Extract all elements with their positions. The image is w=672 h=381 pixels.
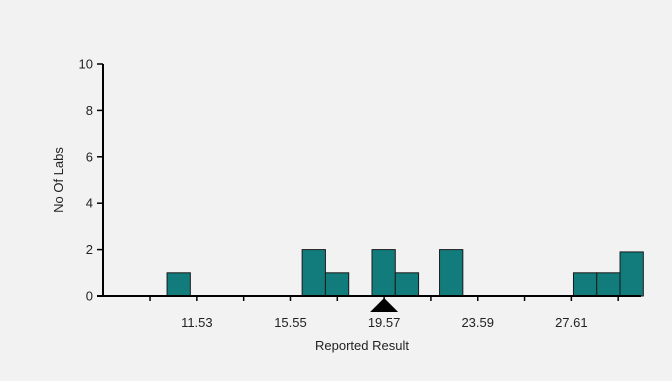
x-axis-label: Reported Result <box>315 338 409 353</box>
y-tick-label: 8 <box>86 103 93 118</box>
histogram-bar <box>324 272 350 297</box>
y-tick-label: 2 <box>86 242 93 257</box>
bars-layer <box>166 249 644 297</box>
histogram-bar <box>439 249 464 297</box>
y-tick-label: 4 <box>86 196 93 211</box>
histogram-bar <box>394 272 420 297</box>
x-tick-label: 11.53 <box>181 315 213 330</box>
x-tick-label: 27.61 <box>555 315 588 330</box>
histogram-bar <box>619 251 644 297</box>
axes-layer: 0 2 4 6 8 10 11.53 15.55 19.57 23.59 27.61 <box>79 57 641 330</box>
x-tick-label: 15.55 <box>274 315 307 330</box>
x-tick-label: 23.59 <box>461 315 494 330</box>
histogram-bar <box>301 249 326 297</box>
histogram-bar <box>166 272 191 297</box>
y-tick-label: 10 <box>79 57 93 72</box>
y-axis-label: No Of Labs <box>51 147 66 213</box>
assigned-value-marker <box>370 298 399 312</box>
histogram-bar <box>596 272 621 297</box>
histogram-bar <box>371 249 396 297</box>
x-tick-label: 19.57 <box>368 315 401 330</box>
histogram-bar <box>572 272 598 297</box>
y-tick-label: 0 <box>86 289 93 304</box>
y-tick-label: 6 <box>86 149 93 164</box>
